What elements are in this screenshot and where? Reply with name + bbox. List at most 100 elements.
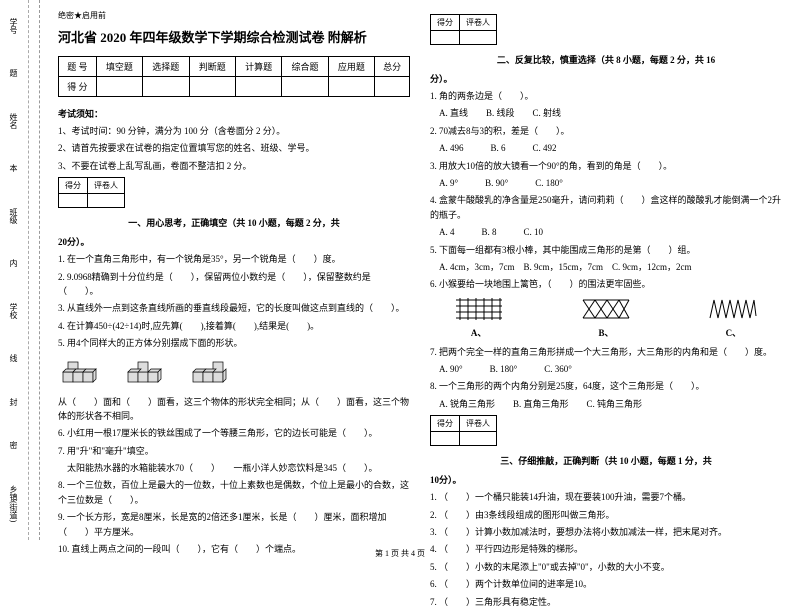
question: 6. （ ）两个计数单位间的进率是10。 [430,577,782,591]
sidebar-dash: 线 [8,350,19,366]
eval-table: 得分评卷人 [430,415,497,446]
score-cell [235,77,281,97]
option-label: A、 [454,326,504,339]
question: 5. 用4个同样大的正方体分别摆成下面的形状。 [58,336,410,350]
options: A. 90° B. 180° C. 360° [430,362,782,376]
sidebar-dash: 密 [8,437,19,453]
option-label: B、 [581,326,631,339]
score-cell [328,77,374,97]
eval-cell: 评卷人 [460,15,497,31]
question: 3. 从直线外一点到这条直线所画的垂直线段最短，它的长度叫做这点到直线的（ ）。 [58,301,410,315]
question: 1. 在一个直角三角形中，有一个锐角是35°，另一个锐角是（ ）度。 [58,252,410,266]
exam-title: 河北省 2020 年四年级数学下学期综合检测试卷 附解析 [58,27,410,46]
dashed-line [28,0,29,540]
score-cell: 得 分 [59,77,97,97]
diagonal-fence-icon [581,298,631,324]
eval-cell [59,194,88,208]
score-header: 填空题 [96,57,142,77]
eval-cell: 得分 [431,15,460,31]
notice-item: 3、不要在试卷上乱写乱画，卷面不整洁扣 2 分。 [58,159,410,173]
score-cell [189,77,235,97]
eval-cell [460,31,497,45]
zigzag-fence-icon [708,298,758,324]
score-cell [96,77,142,97]
eval-table: 得分评卷人 [58,177,125,208]
question: 2. 9.0968精确到十分位约是（ ），保留两位小数约是（ ），保留整数约是（… [58,270,410,299]
eval-cell [460,432,497,446]
score-header: 判断题 [189,57,235,77]
right-column: 得分评卷人 二、反复比较，慎重选择（共 8 小题，每题 2 分，共 16 分）。… [420,10,792,530]
options: A. 4 B. 8 C. 10 [430,225,782,239]
eval-table: 得分评卷人 [430,14,497,45]
question: 1. 角的两条边是（ ）。 [430,89,782,103]
question: 2. 70减去8与3的积，差是（ ）。 [430,124,782,138]
eval-cell: 评卷人 [88,178,125,194]
question: 7. 用"升"和"毫升"填空。 [58,444,410,458]
options: A. 直线 B. 线段 C. 射线 [430,106,782,120]
notice-heading: 考试须知： [58,107,410,120]
sidebar-label: 学号 [8,14,19,38]
eval-cell [88,194,125,208]
question: 6. 小猴要给一块地围上篱笆，（ ）的围法更牢固些。 [430,277,782,291]
sidebar-dash: 封 [8,394,19,410]
notice-item: 2、请首先按要求在试卷的指定位置填写您的姓名、班级、学号。 [58,141,410,155]
eval-cell [431,31,460,45]
section3-title: 三、仔细推敲，正确判断（共 10 小题，每题 1 分，共 [430,454,782,467]
options: A. 9° B. 90° C. 180° [430,176,782,190]
question: 7. （ ）三角形具有稳定性。 [430,595,782,609]
question: 太阳能热水器的水箱能装水70（ ） 一瓶小洋人妙恋饮料是345（ ）。 [58,461,410,475]
eval-cell [431,432,460,446]
question: 5. 下面每一组都有3根小棒，其中能围成三角形的是第（ ）组。 [430,243,782,257]
fence-patterns: A、 B、 C、 [430,298,782,339]
options: A. 496 B. 6 C. 492 [430,141,782,155]
sidebar-dash: 内 [8,255,19,271]
section3-points: 10分）。 [430,473,782,486]
grid-fence-icon [454,298,504,324]
question: 6. 小红用一根17厘米长的铁丝围成了一个等腰三角形，它的边长可能是（ ）。 [58,426,410,440]
eval-cell: 得分 [431,416,460,432]
question: 8. 一个三角形的两个内角分别是25度，64度，这个三角形是（ ）。 [430,379,782,393]
score-header: 综合题 [282,57,328,77]
question: 3. （ ）计算小数加减法时，要想办法将小数加减法一样，把末尾对齐。 [430,525,782,539]
section1-title: 一、用心思考，正确填空（共 10 小题，每题 2 分，共 [58,216,410,229]
question: 1. （ ）一个桶只能装14升油，现在要装100升油，需要7个桶。 [430,490,782,504]
score-header: 总分 [375,57,410,77]
section2-points: 分）。 [430,72,782,85]
sidebar-label: 班级 [8,204,19,228]
score-table: 题 号 填空题 选择题 判断题 计算题 综合题 应用题 总分 得 分 [58,56,410,97]
question: 从（ ）面和（ ）面看，这三个物体的形状完全相同；从（ ）面看，这三个物体的形状… [58,395,410,424]
question: 4. 盒蒙牛酸酸乳的净含量是250毫升，请问莉莉（ ）盒这样的酸酸乳才能倒满一个… [430,193,782,222]
eval-cell: 评卷人 [460,416,497,432]
score-cell [282,77,328,97]
binding-sidebar: 学号 题 姓名 本 班级 内 学校 线 封 密 乡镇(街道) [0,0,40,540]
options: A. 4cm，3cm，7cm B. 9cm，15cm，7cm C. 9cm，12… [430,260,782,274]
question: 9. 一个长方形，宽是8厘米，长是宽的2倍还多1厘米，长是（ ）厘米，面积增加（… [58,510,410,539]
sidebar-label: 学校 [8,299,19,323]
score-header: 计算题 [235,57,281,77]
score-cell [375,77,410,97]
question: 5. （ ）小数的末尾添上"0"或去掉"0"，小数的大小不变。 [430,560,782,574]
section1-points: 20分）。 [58,235,410,248]
sidebar-label: 乡镇(街道) [8,481,19,526]
score-header: 题 号 [59,57,97,77]
options: A. 锐角三角形 B. 直角三角形 C. 钝角三角形 [430,397,782,411]
sidebar-label: 姓名 [8,109,19,133]
score-header: 选择题 [143,57,189,77]
question: 4. 在计算450÷(42÷14)时,应先算( ),接着算( ),结果是( )。 [58,319,410,333]
question: 3. 用放大10倍的放大镜看一个90°的角，看到的角是（ ）。 [430,159,782,173]
score-cell [143,77,189,97]
cubes-icon [58,357,258,389]
secrecy-mark: 绝密★启用前 [58,10,410,21]
cube-shapes [58,357,410,389]
notice-item: 1、考试时间：90 分钟，满分为 100 分（含卷面分 2 分）。 [58,124,410,138]
sidebar-dash: 本 [8,160,19,176]
sidebar-dash: 题 [8,65,19,81]
score-header: 应用题 [328,57,374,77]
eval-cell: 得分 [59,178,88,194]
option-label: C、 [708,326,758,339]
left-column: 绝密★启用前 河北省 2020 年四年级数学下学期综合检测试卷 附解析 题 号 … [48,10,420,530]
page-footer: 第 1 页 共 4 页 [0,548,800,559]
question: 7. 把两个完全一样的直角三角形拼成一个大三角形，大三角形的内角和是（ ）度。 [430,345,782,359]
question: 2. （ ）由3条线段组成的图形叫做三角形。 [430,508,782,522]
question: 8. 一个三位数，百位上是最大的一位数，十位上素数也是偶数，个位上是最小的合数，… [58,478,410,507]
